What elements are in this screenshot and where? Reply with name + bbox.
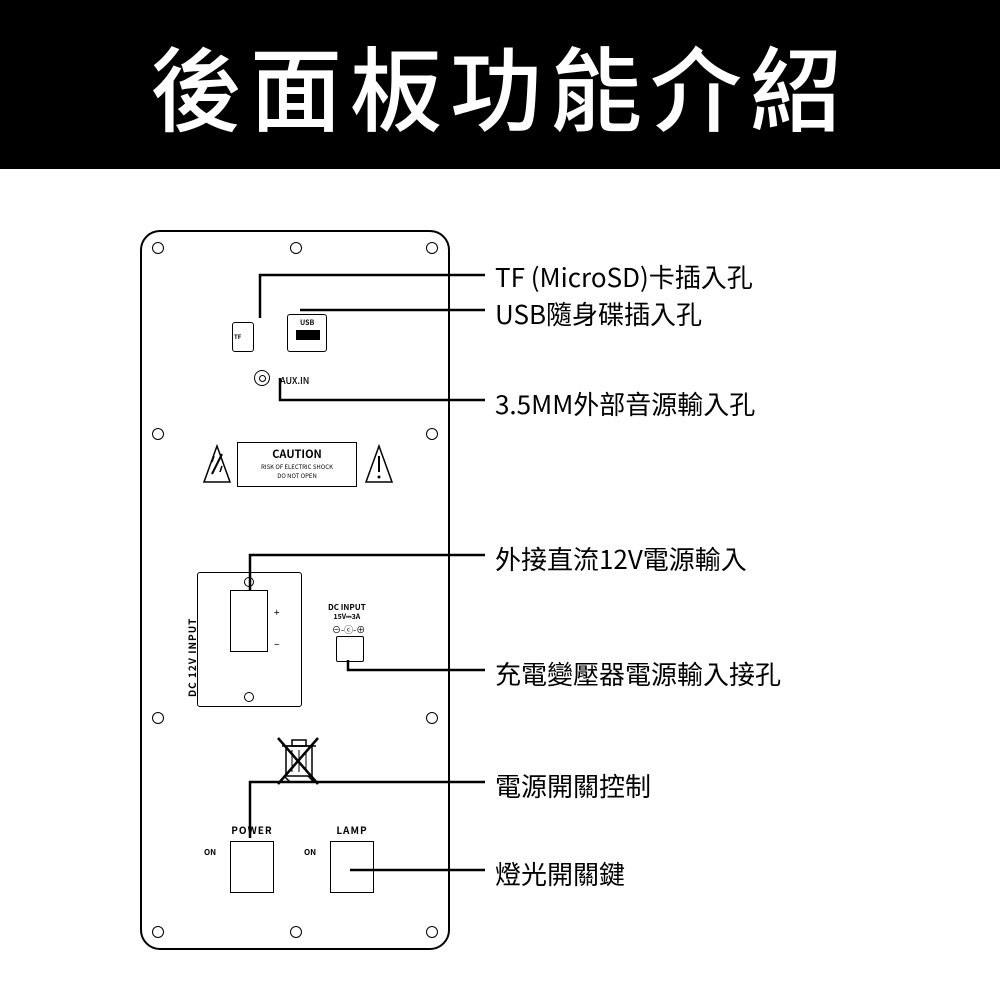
- callout-dc12v: 外接直流12V電源輸入: [495, 540, 747, 577]
- warning-triangle-icon: [202, 444, 232, 491]
- callout-dcin: 充電變壓器電源輸入接孔: [495, 655, 781, 692]
- terminal-circle-icon: [244, 692, 254, 702]
- rear-panel-outline: TF USB AUX.IN CAUTION RISK OF ELECTRIC S…: [140, 230, 450, 950]
- screw-icon: [152, 712, 164, 724]
- lamp-label: LAMP: [322, 822, 382, 837]
- terminal-circle-icon: [244, 577, 254, 587]
- screw-icon: [152, 242, 164, 254]
- minus-icon: −: [274, 636, 280, 651]
- screw-icon: [152, 428, 164, 440]
- dc12v-side-label: DC 12V INPUT: [184, 618, 199, 697]
- aux-label: AUX.IN: [280, 374, 309, 387]
- lamp-switch-icon: [330, 841, 374, 893]
- dc12v-slot-icon: [230, 590, 268, 652]
- on-label: ON: [204, 847, 216, 858]
- aux-jack-icon: [254, 370, 270, 386]
- screw-icon: [426, 926, 438, 938]
- lamp-switch-group: LAMP ON: [322, 822, 382, 893]
- title-bar: 後面板功能介紹: [0, 0, 1000, 169]
- weee-bin-icon: [272, 732, 324, 795]
- screw-icon: [152, 926, 164, 938]
- callout-aux: 3.5MM外部音源輸入孔: [495, 385, 755, 422]
- screw-icon: [290, 242, 302, 254]
- plus-icon: +: [274, 604, 280, 619]
- callout-lamp: 燈光開關鍵: [495, 855, 625, 892]
- caution-line2: DO NOT OPEN: [238, 471, 356, 480]
- caution-title: CAUTION: [238, 446, 356, 462]
- callout-usb: USB隨身碟插入孔: [495, 295, 702, 332]
- dc-jack-icon: [336, 636, 364, 662]
- dc-input-label: DC INPUT 15V⎓3A: [328, 604, 366, 622]
- screw-icon: [426, 428, 438, 440]
- power-switch-icon: [230, 841, 274, 893]
- power-switch-group: POWER ON: [222, 822, 282, 893]
- screw-icon: [426, 712, 438, 724]
- caution-box: CAUTION RISK OF ELECTRIC SHOCK DO NOT OP…: [237, 442, 357, 487]
- screw-icon: [426, 242, 438, 254]
- tf-label: TF: [234, 332, 241, 341]
- warning-triangle-icon: [364, 444, 394, 491]
- usb-port-icon: [296, 330, 320, 340]
- callout-power: 電源開關控制: [495, 767, 651, 804]
- callout-tf: TF (MicroSD)卡插入孔: [495, 258, 753, 295]
- power-label: POWER: [222, 822, 282, 837]
- caution-line1: RISK OF ELECTRIC SHOCK: [238, 462, 356, 471]
- on-label: ON: [304, 847, 316, 858]
- polarity-icon: ⊖-ⓒ-⊕: [332, 623, 365, 636]
- screw-icon: [290, 926, 302, 938]
- usb-label: USB: [300, 318, 314, 328]
